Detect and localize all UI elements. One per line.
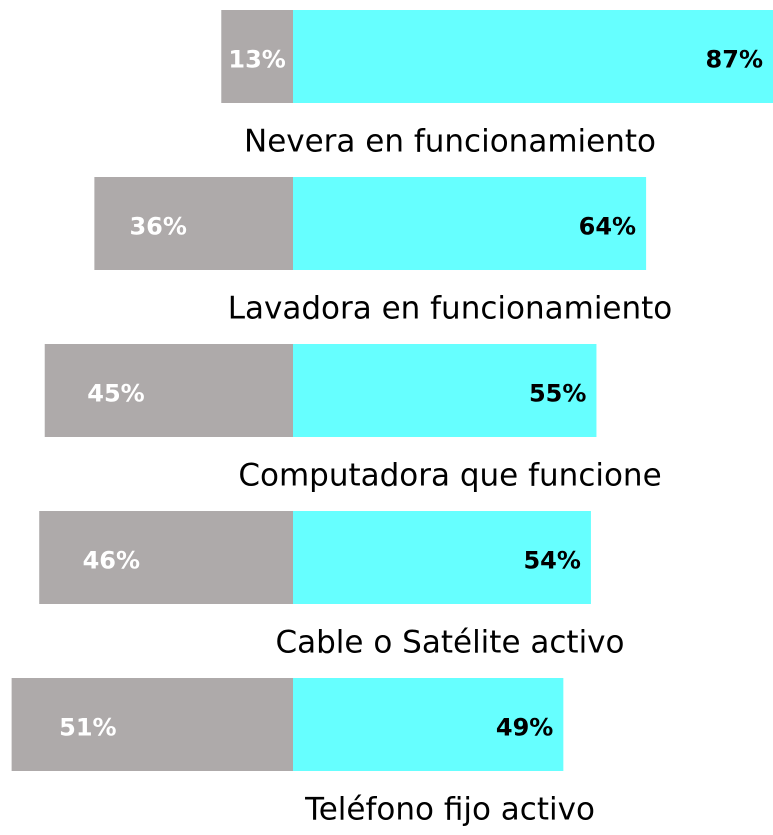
value-label: 51% xyxy=(59,714,116,742)
bar xyxy=(293,177,647,270)
bar xyxy=(293,10,773,103)
value-label: 49% xyxy=(496,714,553,742)
bar xyxy=(293,678,564,771)
bar xyxy=(221,10,293,103)
value-label: 64% xyxy=(579,213,636,241)
value-label: 54% xyxy=(523,547,580,575)
bar xyxy=(39,511,294,604)
value-label: 45% xyxy=(87,380,144,408)
value-label: 87% xyxy=(706,46,763,74)
bar xyxy=(293,511,591,604)
value-label: 55% xyxy=(529,380,586,408)
bar xyxy=(44,344,293,437)
category-label: Cable o Satélite activo xyxy=(275,625,624,661)
value-label: 36% xyxy=(129,213,186,241)
category-label: Lavadora en funcionamiento xyxy=(228,291,673,327)
category-label: Teléfono fijo activo xyxy=(304,792,595,828)
bar xyxy=(94,177,294,270)
bar xyxy=(293,344,597,437)
category-label: Computadora que funcione xyxy=(238,458,661,494)
value-label: 46% xyxy=(83,547,140,575)
bar xyxy=(11,678,293,771)
category-label: Nevera en funcionamiento xyxy=(244,124,656,160)
value-label: 13% xyxy=(228,46,285,74)
